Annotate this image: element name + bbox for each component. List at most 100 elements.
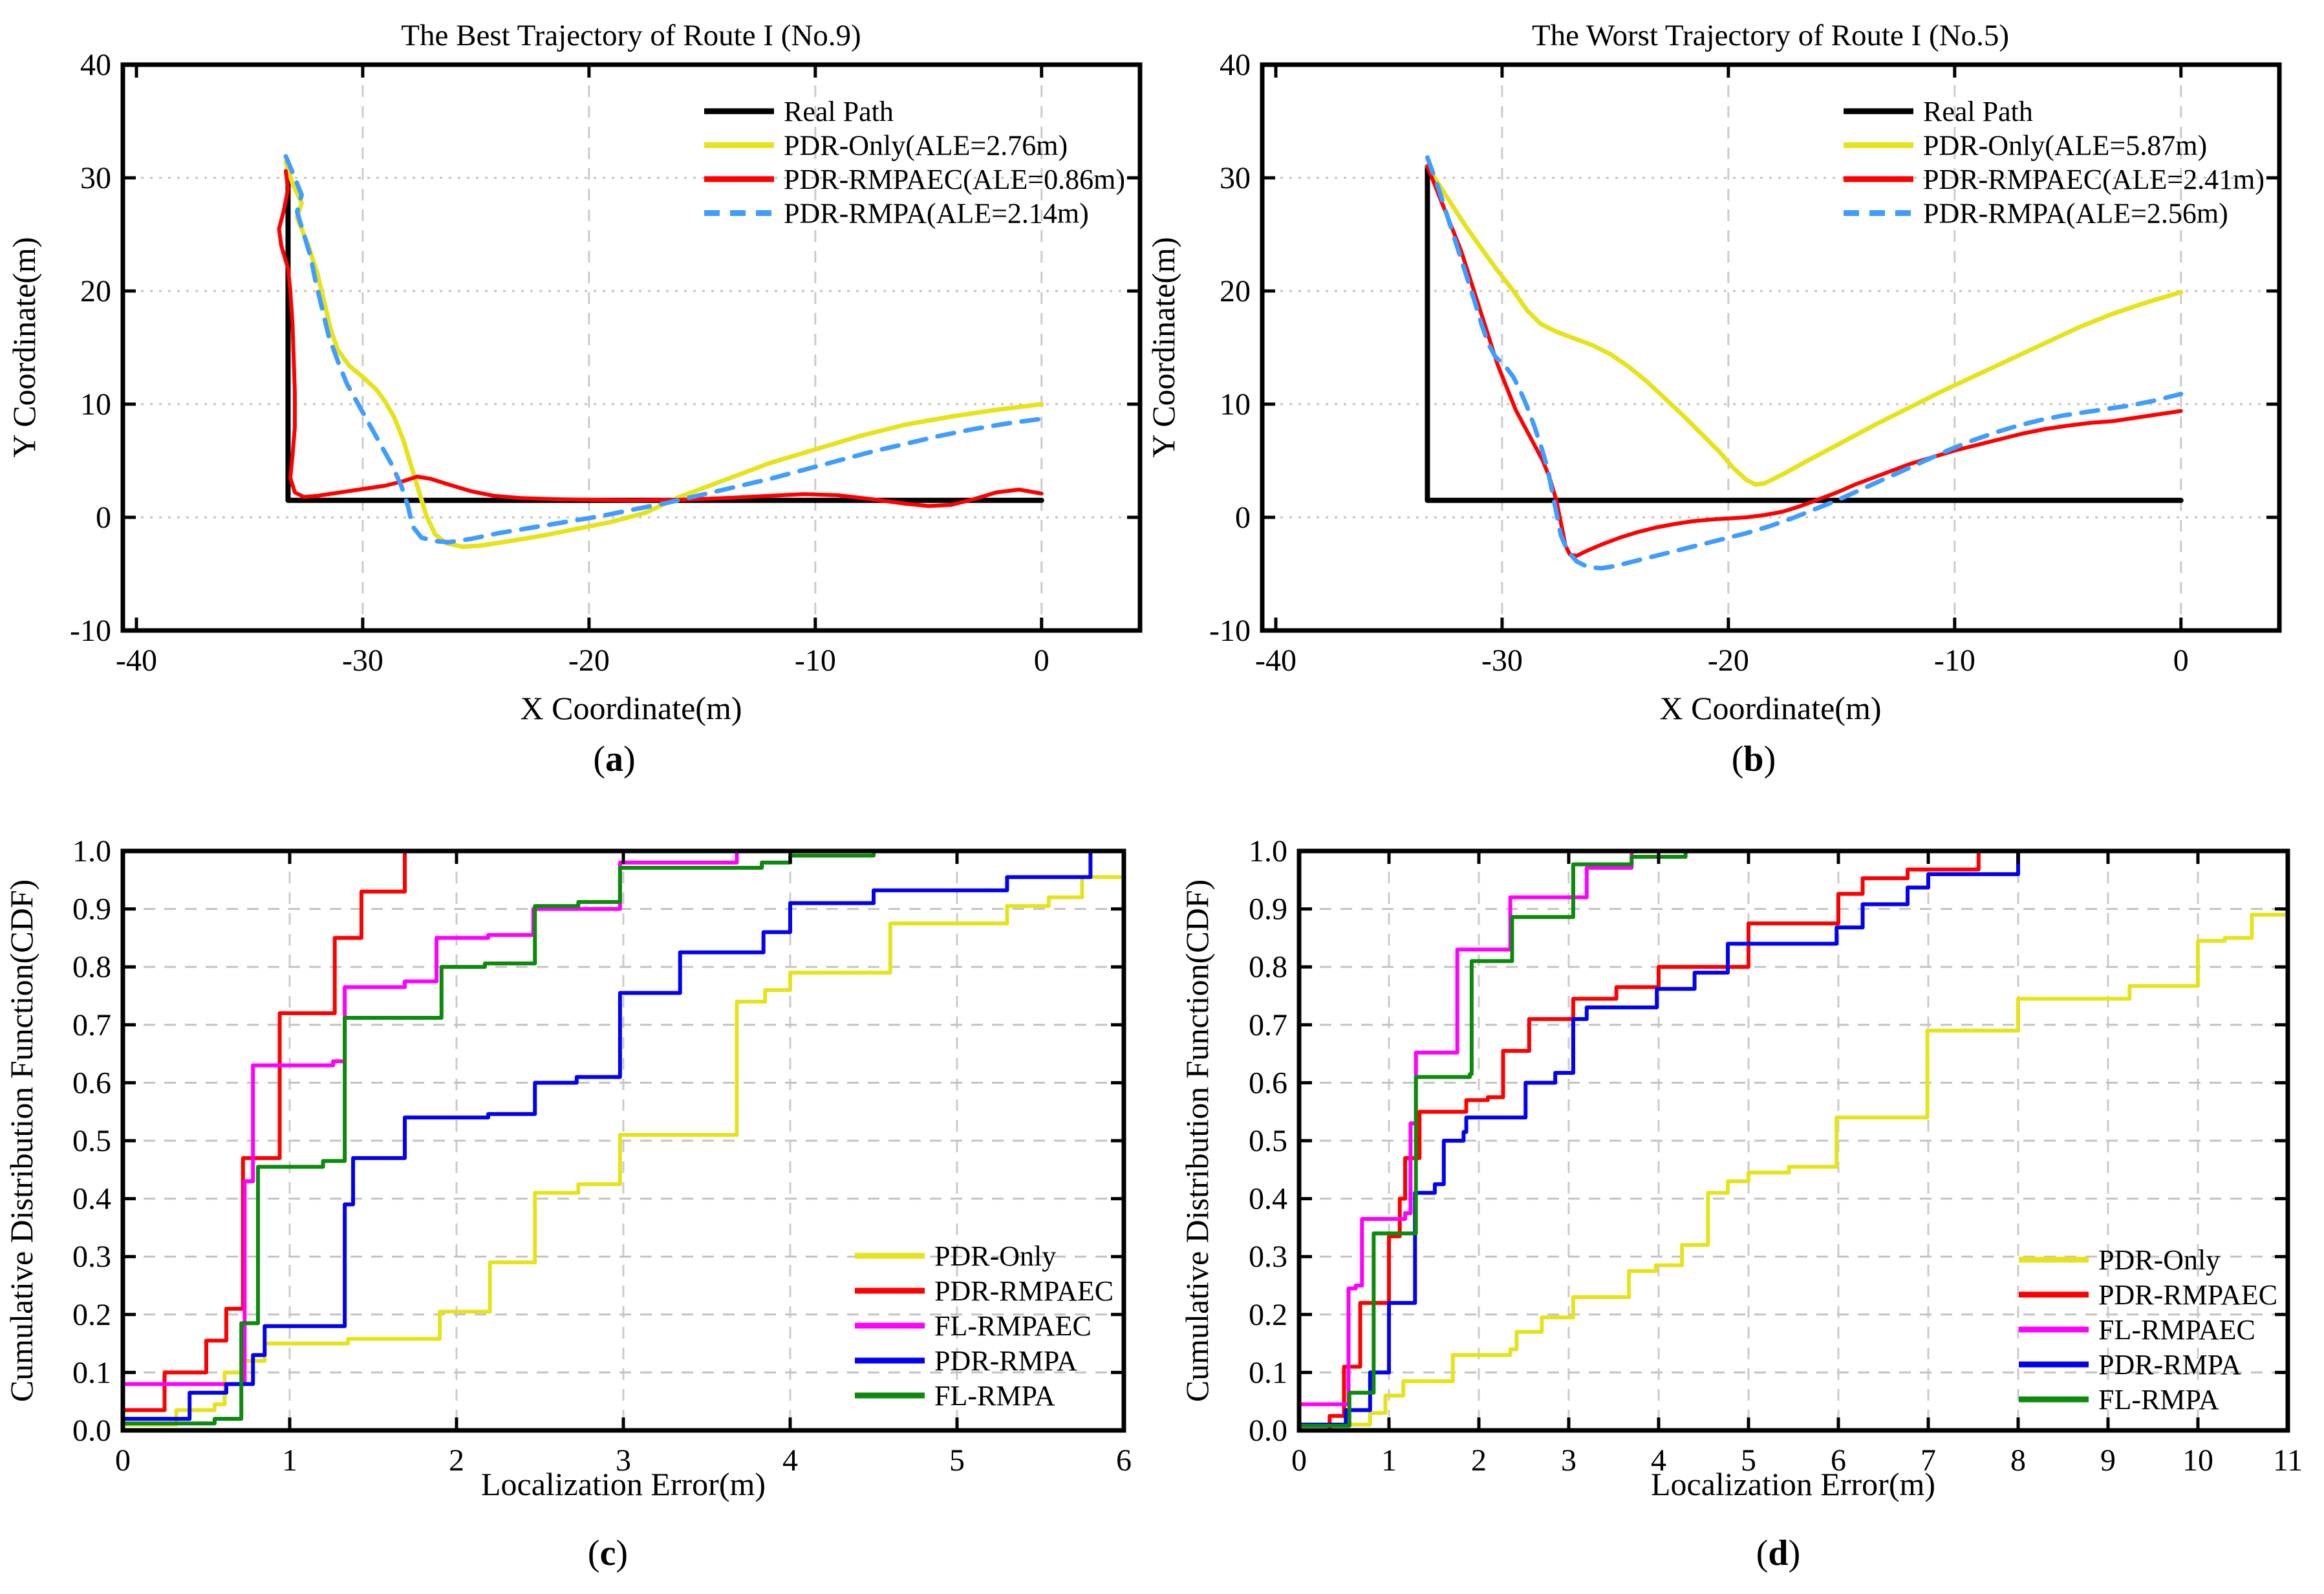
legend-item-label: Real Path [1923, 96, 2033, 127]
x-tick-label: 11 [2273, 1443, 2303, 1478]
legend-item-label: PDR-RMPAEC [934, 1275, 1114, 1307]
y-tick-label: 0.5 [1249, 1124, 1287, 1158]
y-tick-label: 0.5 [72, 1124, 111, 1158]
x-tick-label: -20 [568, 643, 610, 678]
x-tick-label: 0 [115, 1443, 131, 1478]
series-pdr-only [1297, 912, 2290, 1427]
legend-item-label: FL-RMPA [934, 1380, 1055, 1412]
legend-item-label: PDR-RMPAEC(ALE=0.86m) [784, 164, 1125, 195]
y-tick-label: 0.7 [1249, 1008, 1287, 1042]
legend-item-label: FL-RMPAEC [934, 1310, 1092, 1342]
x-tick-label: 5 [949, 1443, 965, 1478]
series-pdr-rmpaec [1425, 164, 2183, 558]
series-pdr-only [283, 160, 1044, 549]
y-tick-label: 20 [1220, 274, 1251, 308]
y-tick-label: 0.1 [72, 1355, 111, 1390]
y-tick-label: 0.9 [72, 892, 111, 927]
legend-item-label: PDR-RMPA [2098, 1349, 2241, 1381]
legend-item-label: PDR-Only [934, 1240, 1056, 1272]
legend-item-label: Real Path [784, 96, 894, 127]
legend-item-label: PDR-RMPA [934, 1345, 1077, 1377]
ticks: -40 -30 -20 -10 0 -10 0 10 20 30 40 [70, 48, 1140, 678]
panel-b-xlabel: X Coordinate(m) [1660, 690, 1882, 726]
series-pdr-only [121, 872, 1126, 1427]
y-tick-label: 0.1 [1249, 1355, 1287, 1390]
ticks: -40 -30 -20 -10 0 -10 0 10 20 30 40 [1209, 48, 2279, 678]
y-tick-label: 10 [1220, 387, 1251, 422]
x-tick-label: -30 [1481, 643, 1523, 678]
x-tick-label: 2 [1471, 1443, 1487, 1478]
x-tick-label: 3 [1561, 1443, 1576, 1478]
x-tick-label: 5 [1741, 1443, 1756, 1478]
x-tick-label: 8 [2010, 1443, 2026, 1478]
ticks: 0 1 2 3 4 5 6 0.0 0.1 0.2 0.3 0.4 0.5 0.6 0.7 0.8 0.9 1.0 [72, 834, 1132, 1478]
panel-a-title: The Best Trajectory of Route I (No.9) [401, 19, 861, 52]
panel-c-ylabel: Cumulative Distribution Function(CDF) [3, 879, 39, 1402]
series [1297, 849, 2290, 1432]
y-tick-label: 40 [80, 48, 111, 82]
panel-d-caption: (d) [1756, 1533, 1800, 1573]
panel-a-caption: (a) [593, 739, 635, 779]
y-tick-label: 1.0 [1249, 834, 1287, 868]
y-tick-label: 0.9 [1249, 892, 1287, 927]
series-fl-rmpa [121, 849, 1126, 1426]
x-tick-label: 4 [1651, 1443, 1666, 1478]
legend: Real PathPDR-Only(ALE=2.76m)PDR-RMPAEC(A… [704, 96, 1125, 230]
y-tick-label: -10 [70, 614, 111, 648]
series-real path [1425, 164, 2184, 503]
y-tick-label: 0 [96, 501, 111, 535]
panel-c-caption: (c) [588, 1533, 628, 1573]
series-pdr-rmpa [121, 849, 1126, 1421]
legend-item-label: PDR-RMPA(ALE=2.14m) [784, 198, 1089, 230]
y-tick-label: 30 [1220, 161, 1251, 195]
series-fl-rmpaec [1297, 849, 2290, 1406]
y-tick-label: 0.7 [72, 1008, 111, 1042]
x-tick-label: 1 [1381, 1443, 1397, 1478]
x-tick-label: -20 [1708, 643, 1749, 678]
x-tick-label: -10 [795, 643, 836, 678]
y-tick-label: 10 [80, 387, 111, 422]
series-pdr-rmpa [1425, 155, 2184, 571]
plot-box [1260, 62, 2282, 633]
legend-item-label: FL-RMPA [2098, 1384, 2219, 1416]
legend-item-label: PDR-Only(ALE=2.76m) [784, 130, 1068, 162]
series-fl-rmpa [1297, 849, 2290, 1428]
x-tick-label: 7 [1921, 1443, 1936, 1478]
x-tick-label: 6 [1116, 1443, 1132, 1478]
y-tick-label: 1.0 [72, 834, 111, 868]
y-tick-label: 0.4 [1249, 1182, 1287, 1216]
y-tick-label: 0.8 [1249, 950, 1287, 984]
x-tick-label: -30 [342, 643, 383, 678]
y-tick-label: 0.6 [72, 1066, 111, 1100]
y-tick-label: 0.2 [72, 1298, 111, 1332]
legend-item-label: PDR-RMPAEC [2098, 1279, 2277, 1311]
series-pdr-rmpaec [121, 849, 1126, 1412]
panel-cdf-route-best: 0 1 2 3 4 5 6 0.0 0.1 0.2 0.3 0.4 0.5 0.6 0.7 0.8 0.9 1.0… [3, 834, 1132, 1573]
x-tick-label: 10 [2182, 1443, 2213, 1478]
y-tick-label: 0.2 [1249, 1298, 1287, 1332]
y-tick-label: 40 [1220, 48, 1251, 82]
x-tick-label: 1 [282, 1443, 297, 1478]
panel-c-xlabel: Localization Error(m) [481, 1466, 766, 1502]
panel-a-ylabel: Y Coordinate(m) [6, 237, 42, 457]
panel-trajectory-best: -40 -30 -20 -10 0 -10 0 10 20 30 40 Real PathPDR-On… [6, 19, 1143, 779]
x-tick-label: 0 [1291, 1443, 1307, 1478]
panel-cdf-route-worst: 0 1 2 3 4 5 6 7 8 9 10 11 0.0 0.1 0.2 0.3 0.4 0.5 0.6 0.7 0.… [1179, 834, 2303, 1573]
y-tick-label: 0.0 [72, 1414, 111, 1448]
y-tick-label: 0 [1235, 501, 1251, 535]
panel-d-ylabel: Cumulative Distribution Function(CDF) [1179, 879, 1215, 1402]
y-tick-label: 0.8 [72, 950, 111, 984]
y-tick-label: 0.4 [72, 1182, 111, 1216]
x-tick-label: 9 [2100, 1443, 2116, 1478]
y-tick-label: 0.6 [1249, 1066, 1287, 1100]
x-tick-label: 4 [782, 1443, 798, 1478]
x-tick-label: 0 [2173, 643, 2189, 678]
legend-item-label: PDR-Only [2098, 1244, 2220, 1276]
legend: PDR-OnlyPDR-RMPAECFL-RMPAECPDR-RMPAFL-RM… [2019, 1244, 2277, 1416]
series-pdr-only [1425, 164, 2184, 487]
x-tick-label: -10 [1934, 643, 1975, 678]
y-tick-label: 0.0 [1249, 1414, 1287, 1448]
panel-b-title: The Worst Trajectory of Route I (No.5) [1532, 19, 2009, 52]
